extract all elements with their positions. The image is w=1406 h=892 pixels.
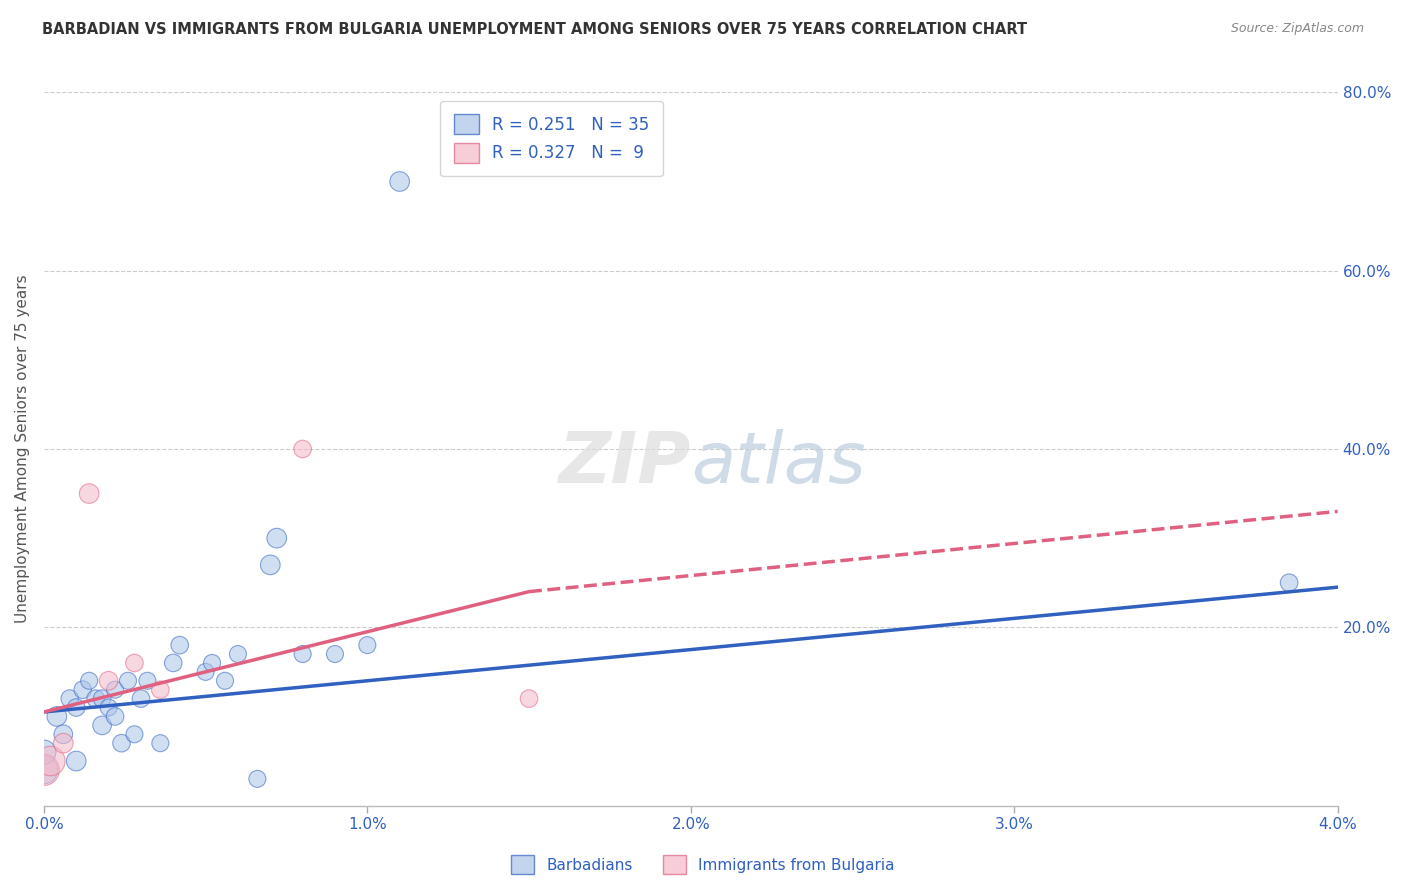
Point xyxy=(169,638,191,652)
Point xyxy=(52,736,75,750)
Point xyxy=(45,709,67,723)
Point xyxy=(388,174,411,188)
Point xyxy=(323,647,346,661)
Point xyxy=(91,718,114,732)
Point xyxy=(356,638,378,652)
Point xyxy=(162,656,184,670)
Point xyxy=(77,486,100,500)
Point xyxy=(129,691,152,706)
Point xyxy=(136,673,159,688)
Point xyxy=(291,442,314,456)
Point xyxy=(65,700,87,714)
Point xyxy=(149,682,172,697)
Point xyxy=(291,647,314,661)
Point xyxy=(32,763,55,777)
Point xyxy=(214,673,236,688)
Point xyxy=(104,709,127,723)
Legend: R = 0.251   N = 35, R = 0.327   N =  9: R = 0.251 N = 35, R = 0.327 N = 9 xyxy=(440,101,662,177)
Point xyxy=(97,673,120,688)
Point xyxy=(259,558,281,572)
Point xyxy=(266,531,288,545)
Point xyxy=(117,673,139,688)
Point xyxy=(124,656,146,670)
Point xyxy=(59,691,82,706)
Point xyxy=(110,736,132,750)
Point xyxy=(97,700,120,714)
Point xyxy=(201,656,224,670)
Text: ZIP: ZIP xyxy=(558,429,690,498)
Point xyxy=(194,665,217,679)
Point xyxy=(72,682,94,697)
Point xyxy=(124,727,146,741)
Point xyxy=(32,763,55,777)
Legend: Barbadians, Immigrants from Bulgaria: Barbadians, Immigrants from Bulgaria xyxy=(505,849,901,880)
Point xyxy=(149,736,172,750)
Point xyxy=(65,754,87,768)
Point xyxy=(1278,575,1301,590)
Point xyxy=(91,691,114,706)
Y-axis label: Unemployment Among Seniors over 75 years: Unemployment Among Seniors over 75 years xyxy=(15,275,30,624)
Text: BARBADIAN VS IMMIGRANTS FROM BULGARIA UNEMPLOYMENT AMONG SENIORS OVER 75 YEARS C: BARBADIAN VS IMMIGRANTS FROM BULGARIA UN… xyxy=(42,22,1028,37)
Point xyxy=(104,682,127,697)
Point xyxy=(226,647,249,661)
Point xyxy=(39,754,62,768)
Point xyxy=(517,691,540,706)
Point xyxy=(77,673,100,688)
Text: atlas: atlas xyxy=(690,429,865,498)
Point xyxy=(32,745,55,759)
Text: Source: ZipAtlas.com: Source: ZipAtlas.com xyxy=(1230,22,1364,36)
Point xyxy=(246,772,269,786)
Point xyxy=(52,727,75,741)
Point xyxy=(84,691,107,706)
